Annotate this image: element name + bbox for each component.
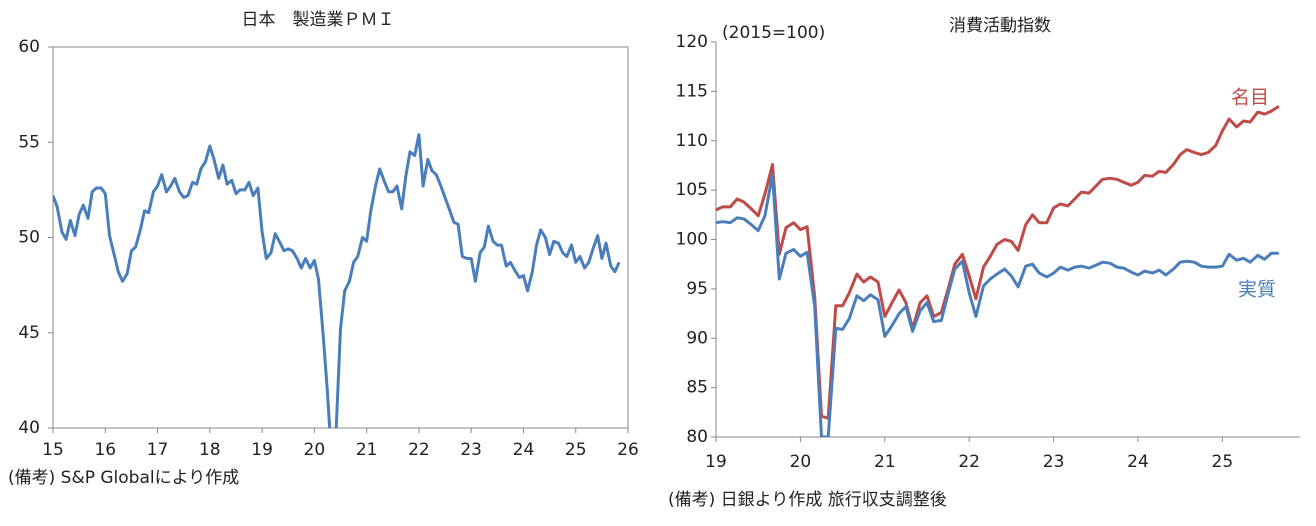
x-tick-label: 26 [617, 440, 639, 460]
y-tick-label: 95 [686, 279, 708, 299]
x-tick-label: 22 [408, 440, 430, 460]
x-tick-label: 20 [790, 452, 812, 472]
x-tick-label: 24 [513, 440, 535, 460]
unit-label: (2015=100) [722, 23, 825, 43]
y-tick-label: 60 [18, 37, 40, 57]
x-tick-label: 22 [958, 452, 980, 472]
data-line [716, 104, 1280, 420]
y-tick-label: 80 [686, 427, 708, 447]
y-tick-label: 120 [676, 32, 708, 52]
x-tick-label: 20 [304, 440, 326, 460]
chart-title: 日本 製造業ＰＭＩ [242, 10, 395, 30]
x-tick-label: 19 [251, 440, 273, 460]
y-tick-label: 110 [676, 131, 708, 151]
chart: 日本 製造業ＰＭＩ 40 45 50 55 60 15 16 17 18 19 20 21 22 23 24 2… [8, 10, 639, 488]
series-label: 名目 [1231, 87, 1269, 109]
x-tick-label: 21 [356, 440, 378, 460]
note: (備考) S&P Globalにより作成 [8, 468, 239, 488]
y-tick-label: 100 [676, 230, 708, 250]
x-tick-label: 25 [1212, 452, 1234, 472]
y-tick-label: 45 [18, 323, 40, 343]
x-tick-label: 17 [147, 440, 169, 460]
x-tick-label: 18 [199, 440, 221, 460]
y-tick-label: 115 [676, 81, 708, 101]
note: (備考) 日銀より作成 旅行収支調整後 [668, 490, 947, 510]
y-tick-label: 50 [18, 228, 40, 248]
y-tick-label: 40 [18, 418, 40, 438]
data-line [53, 133, 621, 428]
x-tick-label: 23 [460, 440, 482, 460]
y-tick-label: 90 [686, 328, 708, 348]
x-tick-label: 23 [1043, 452, 1065, 472]
chart: 消費活動指数 80 85 90 95 100 105 110 115 120 19 20 21 22 23 2… [668, 16, 1300, 510]
y-tick-label: 55 [18, 132, 40, 152]
x-tick-label: 16 [94, 440, 116, 460]
series-label: 実質 [1238, 279, 1276, 301]
x-tick-label: 25 [565, 440, 587, 460]
x-tick-label: 19 [705, 452, 727, 472]
y-tick-label: 105 [676, 180, 708, 200]
data-line [716, 172, 1279, 437]
y-tick-label: 85 [686, 378, 708, 398]
chart-title: 消費活動指数 [949, 16, 1051, 36]
x-tick-label: 24 [1127, 452, 1149, 472]
x-tick-label: 15 [42, 440, 64, 460]
x-tick-label: 21 [874, 452, 896, 472]
